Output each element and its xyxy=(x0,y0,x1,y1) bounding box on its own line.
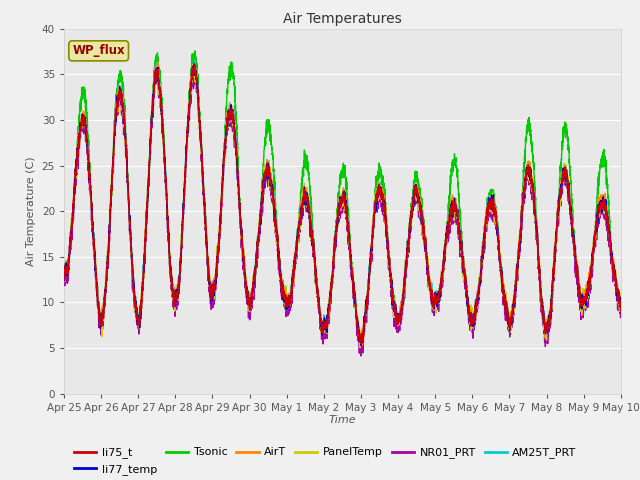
Title: Air Temperatures: Air Temperatures xyxy=(283,12,402,26)
Text: WP_flux: WP_flux xyxy=(72,44,125,57)
Legend: li75_t, li77_temp, Tsonic, AirT, PanelTemp, NR01_PRT, AM25T_PRT: li75_t, li77_temp, Tsonic, AirT, PanelTe… xyxy=(70,443,581,479)
X-axis label: Time: Time xyxy=(328,415,356,425)
Y-axis label: Air Temperature (C): Air Temperature (C) xyxy=(26,156,36,266)
